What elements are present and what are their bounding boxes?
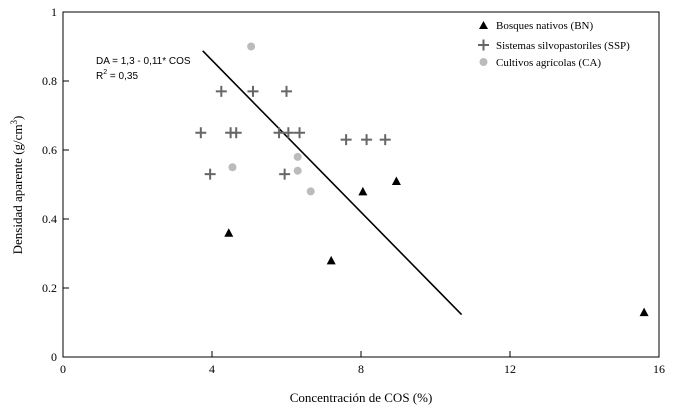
- point-ssp: [230, 127, 242, 139]
- point-ca: [306, 187, 315, 196]
- point-ssp: [247, 85, 259, 97]
- point-ssp: [204, 168, 216, 180]
- x-tick-label: 8: [358, 362, 364, 376]
- point-bn: [391, 176, 401, 186]
- point-bn: [358, 186, 368, 196]
- point-ssp: [294, 127, 306, 139]
- legend-label-ssp: Sistemas silvopastoriles (SSP): [496, 40, 630, 52]
- y-tick-label: 0.4: [42, 212, 57, 226]
- point-ssp: [361, 134, 373, 146]
- x-tick-label: 4: [209, 362, 215, 376]
- point-ca: [293, 166, 302, 175]
- point-ssp: [279, 168, 291, 180]
- y-tick-label: 0.2: [42, 281, 57, 295]
- y-tick-label: 1: [51, 5, 57, 19]
- point-ssp: [273, 127, 285, 139]
- point-bn: [639, 307, 649, 317]
- point-ca: [293, 152, 302, 161]
- point-ssp: [195, 127, 207, 139]
- point-ca: [247, 42, 256, 51]
- point-ssp: [282, 127, 294, 139]
- x-axis-label: Concentración de COS (%): [290, 390, 433, 405]
- legend-label-bn: Bosques nativos (BN): [496, 20, 594, 32]
- x-tick-label: 12: [504, 362, 516, 376]
- point-bn: [224, 228, 234, 237]
- point-ssp: [379, 134, 391, 146]
- legend-marker-bn: [479, 21, 488, 29]
- point-ca: [228, 163, 237, 172]
- x-tick-label: 0: [60, 362, 66, 376]
- legend-marker-ca: [479, 58, 488, 66]
- legend-marker-ssp: [478, 39, 489, 51]
- point-ssp: [281, 85, 292, 97]
- point-ssp: [215, 85, 227, 97]
- point-bn: [326, 255, 336, 265]
- y-tick-label: 0.8: [42, 74, 57, 88]
- y-tick-label: 0: [51, 350, 57, 364]
- regression-r2: R2 = 0,35: [96, 69, 138, 82]
- regression-line: [202, 50, 463, 316]
- x-tick-label: 16: [653, 362, 665, 376]
- regression-equation: DA = 1,3 - 0,11* COS: [96, 56, 191, 67]
- legend-label-ca: Cultivos agrícolas (CA): [496, 57, 601, 69]
- legend: Bosques nativos (BN) Sistemas silvopasto…: [478, 20, 630, 69]
- point-ssp: [340, 134, 352, 146]
- y-tick-label: 0.6: [42, 143, 57, 157]
- y-axis-label: Densidad aparente (g/cm3): [9, 116, 25, 255]
